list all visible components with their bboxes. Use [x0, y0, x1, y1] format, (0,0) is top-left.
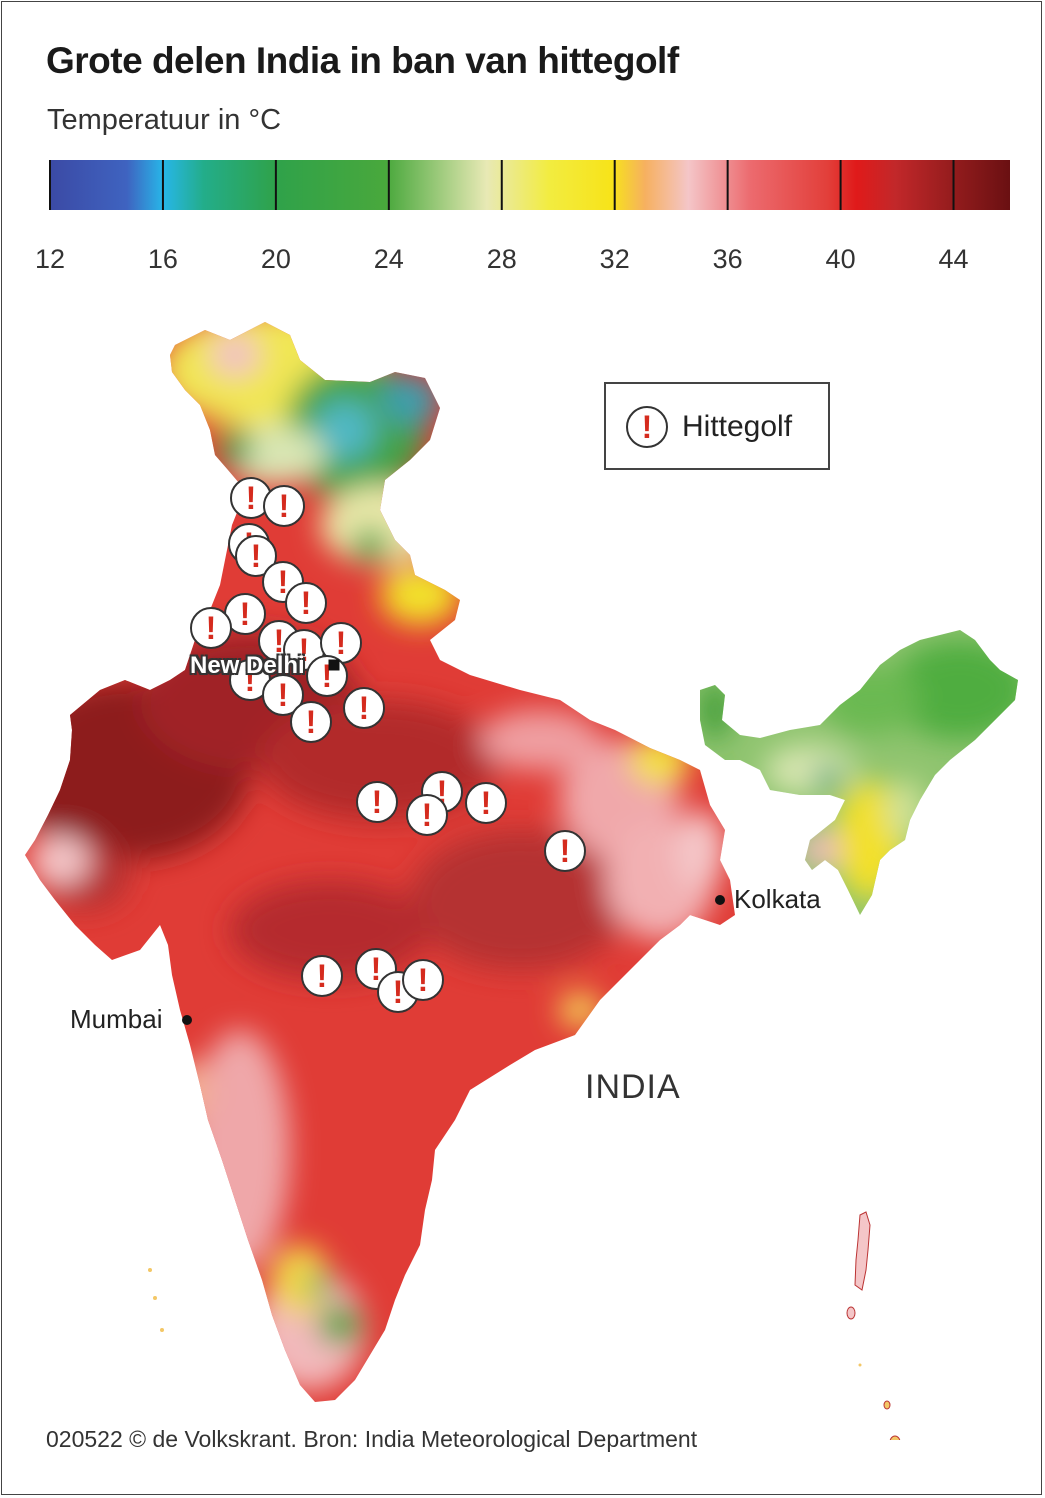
heatwave-marker-icon: ! — [343, 687, 385, 729]
source-credit: 020522 © de Volkskrant. Bron: India Mete… — [46, 1426, 698, 1452]
heatwave-marker-icon: ! — [290, 701, 332, 743]
heatwave-marker-icon: ! — [306, 655, 348, 697]
india-temperature-map — [25, 322, 1018, 1440]
scale-tick-label: 36 — [712, 244, 743, 274]
map-subtitle: Temperatuur in °C — [47, 104, 282, 136]
scale-ticks — [49, 160, 955, 210]
heatwave-marker-icon: ! — [301, 955, 343, 997]
capital-label: New Delhi — [190, 652, 305, 679]
temperature-color-scale — [50, 160, 1010, 210]
scale-tick-label: 24 — [373, 244, 404, 274]
capital-marker — [328, 659, 340, 671]
country-label: INDIA — [585, 1068, 681, 1106]
scale-tick-label: 16 — [147, 244, 178, 274]
heatwave-marker-icon: ! — [356, 781, 398, 823]
legend: ! Hittegolf — [604, 382, 830, 470]
heatwave-marker-icon: ! — [285, 582, 327, 624]
heatwave-marker-icon: ! — [465, 782, 507, 824]
city-label-kolkata: Kolkata — [734, 884, 821, 914]
city-marker-kolkata — [715, 895, 725, 905]
exclamation-icon: ! — [626, 406, 668, 448]
heatwave-marker-icon: ! — [263, 485, 305, 527]
city-marker-mumbai — [182, 1015, 192, 1025]
scale-tick-label: 32 — [599, 244, 630, 274]
legend-label: Hittegolf — [682, 410, 793, 443]
heatwave-marker-icon: ! — [402, 959, 444, 1001]
scale-tick-label: 20 — [260, 244, 291, 274]
heatwave-marker-icon: ! — [190, 607, 232, 649]
heatwave-marker-icon: ! — [406, 794, 448, 836]
scale-tick-label: 28 — [486, 244, 517, 274]
heatwave-marker-icon: ! — [544, 830, 586, 872]
scale-tick-label: 12 — [34, 244, 66, 274]
city-label-mumbai: Mumbai — [70, 1004, 163, 1034]
map-title: Grote delen India in ban van hittegolf — [46, 40, 679, 81]
scale-tick-label: 44 — [938, 244, 969, 274]
scale-tick-label: 40 — [825, 244, 856, 274]
